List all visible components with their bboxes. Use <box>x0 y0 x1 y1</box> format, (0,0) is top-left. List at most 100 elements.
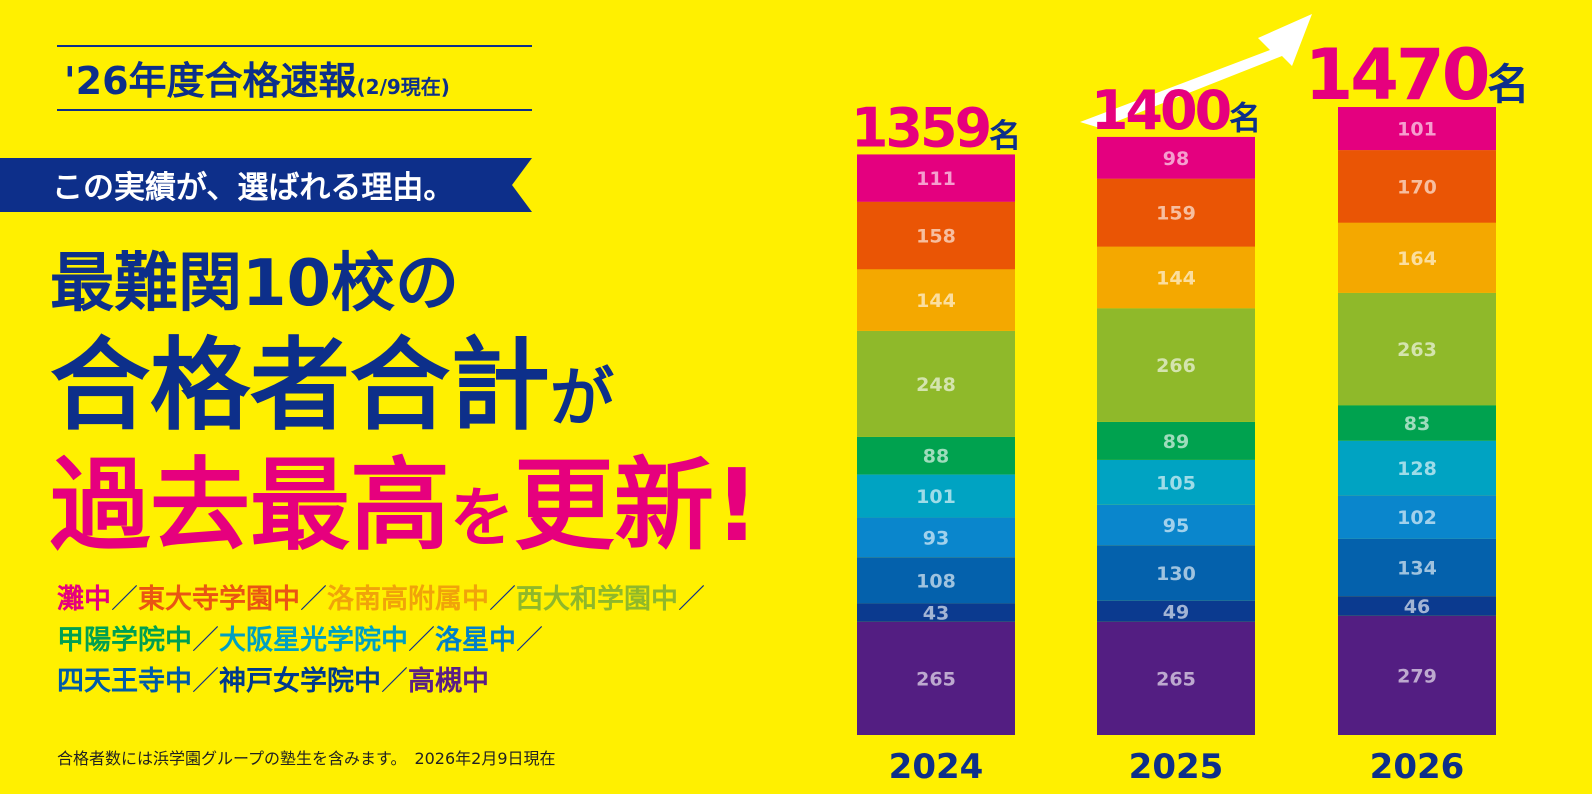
bar-segment <box>1338 495 1496 539</box>
bar-segment <box>1338 150 1496 223</box>
bar-segment <box>1097 308 1255 422</box>
bar-segment <box>1338 405 1496 441</box>
total-value: 1400 <box>1091 79 1230 142</box>
school-name: 洛星中 <box>435 625 516 656</box>
x-tick-label: 2026 <box>1370 747 1465 787</box>
segment-label: 83 <box>1404 413 1430 435</box>
segment-label: 158 <box>916 226 956 248</box>
headline-line2: 合格者合計が <box>50 327 614 444</box>
bar-segment <box>1338 615 1496 735</box>
bar-segment <box>857 557 1015 604</box>
headline-line1: 最難関10校の <box>50 247 459 321</box>
school-name: 四天王寺中 <box>57 666 192 697</box>
separator: ／ <box>408 625 435 656</box>
segment-label: 93 <box>923 527 949 549</box>
bar-segment <box>1097 545 1255 601</box>
x-tick-label: 2025 <box>1129 747 1224 787</box>
segment-label: 159 <box>1156 203 1196 225</box>
headline-part: を <box>450 482 514 556</box>
bar-segment <box>857 269 1015 331</box>
total-value: 1470 <box>1305 34 1488 116</box>
bar-segment <box>1097 621 1255 735</box>
bar-segment <box>1097 421 1255 460</box>
separator: ／ <box>111 584 138 615</box>
bar-segment <box>857 474 1015 518</box>
segment-label: 105 <box>1156 472 1196 494</box>
separator: ／ <box>678 584 705 615</box>
segment-label: 279 <box>1397 665 1437 687</box>
total-label: 1470名 <box>1305 34 1530 116</box>
segment-label: 88 <box>923 446 949 468</box>
separator: ／ <box>489 584 516 615</box>
bar-segment <box>1338 107 1496 151</box>
header-title: '26年度合格速報(2/9現在) <box>64 59 450 103</box>
segment-label: 101 <box>916 486 956 508</box>
bar-segment <box>1338 222 1496 293</box>
segment-label: 101 <box>1397 119 1437 141</box>
segment-label: 89 <box>1163 431 1189 453</box>
bar-segment <box>857 330 1015 437</box>
headline-part: 過去最高 <box>50 447 450 564</box>
segment-label: 164 <box>1397 248 1437 270</box>
separator: ／ <box>192 625 219 656</box>
segment-label: 108 <box>916 570 956 592</box>
segment-label: 144 <box>916 290 956 312</box>
segment-label: 265 <box>1156 668 1196 690</box>
total-unit: 名 <box>1487 60 1529 109</box>
footnote: 合格者数には浜学園グループの塾生を含みます。 2026年2月9日現在 <box>57 749 556 768</box>
segment-label: 170 <box>1397 176 1437 198</box>
segment-label: 265 <box>916 668 956 690</box>
separator: ／ <box>192 666 219 697</box>
segment-label: 95 <box>1163 515 1189 537</box>
school-name: 洛南高附属中 <box>327 583 489 615</box>
total-label: 1400名 <box>1091 79 1261 142</box>
growth-arrow <box>1080 14 1312 128</box>
bar-segment <box>1097 246 1255 309</box>
bar-segment <box>1097 504 1255 546</box>
school-list: 灘中／東大寺学園中／洛南高附属中／西大和学園中／甲陽学院中／大阪星光学院中／洛星… <box>57 583 705 697</box>
school-row: 灘中／東大寺学園中／洛南高附属中／西大和学園中／ <box>57 583 705 615</box>
total-value: 1359 <box>851 96 990 159</box>
bar-segment <box>857 603 1015 622</box>
bar-segment <box>1097 136 1255 179</box>
school-name: 東大寺学園中 <box>138 583 300 615</box>
segment-label: 128 <box>1397 458 1437 480</box>
bar-segment <box>1097 459 1255 505</box>
segment-label: 111 <box>916 168 956 190</box>
segment-label: 144 <box>1156 267 1196 289</box>
school-name: 灘中 <box>57 584 111 615</box>
school-name: 甲陽学院中 <box>57 624 192 656</box>
total-unit: 名 <box>1229 99 1261 137</box>
separator: ／ <box>381 666 408 697</box>
segment-label: 134 <box>1397 558 1437 580</box>
bar-segment <box>857 621 1015 735</box>
school-name: 大阪星光学院中 <box>219 624 408 656</box>
bar-segment <box>857 201 1015 270</box>
segment-label: 46 <box>1404 596 1430 618</box>
segment-label: 98 <box>1163 148 1189 170</box>
segment-label: 43 <box>923 603 949 625</box>
separator: ／ <box>300 584 327 615</box>
bar-segment <box>1338 440 1496 496</box>
bar-segment <box>1097 178 1255 247</box>
segment-label: 248 <box>916 374 956 396</box>
x-tick-label: 2024 <box>889 747 984 787</box>
school-name: 西大和学園中 <box>516 583 678 615</box>
total-label: 1359名 <box>851 96 1021 159</box>
segment-label: 102 <box>1397 507 1437 529</box>
school-name: 神戸女学院中 <box>219 665 381 697</box>
header-title-main: '26年度合格速報 <box>64 59 357 103</box>
segment-label: 49 <box>1163 601 1189 623</box>
segment-label: 263 <box>1397 339 1437 361</box>
header-date: (2/9現在) <box>357 75 450 99</box>
headline-part: 合格者合計 <box>50 327 550 444</box>
bar-segment <box>857 436 1015 475</box>
headline-part: が <box>550 362 614 436</box>
headline-part: 更新! <box>514 447 760 564</box>
headline-line3: 過去最高を更新! <box>50 447 760 564</box>
segment-label: 266 <box>1156 355 1196 377</box>
chart: 2654310893101882481441581111359名20242654… <box>851 34 1530 787</box>
bar-segment <box>1338 292 1496 406</box>
